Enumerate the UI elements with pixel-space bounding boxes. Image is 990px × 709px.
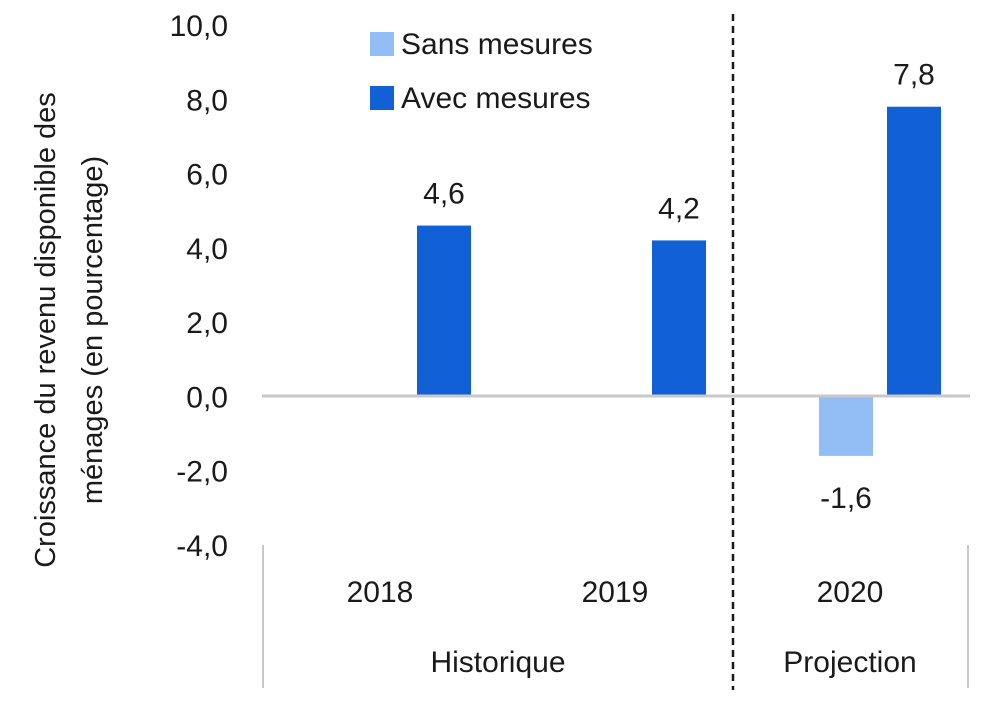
y-tick-label: 10,0 xyxy=(170,10,228,43)
legend-label-avec-mesures: Avec mesures xyxy=(401,82,591,115)
category-label-2018: 2018 xyxy=(347,576,414,609)
bar-avec-mesures-2020 xyxy=(887,106,941,397)
bars xyxy=(417,106,941,456)
data-labels: -1,6 4,6 4,2 7,8 xyxy=(423,59,935,515)
legend-label-sans-mesures: Sans mesures xyxy=(401,28,593,61)
y-axis-title-line1: Croissance du revenu disponible des xyxy=(30,92,62,568)
data-label: -1,6 xyxy=(820,482,872,515)
data-label: 7,8 xyxy=(893,59,935,92)
y-tick-label: -4,0 xyxy=(176,530,228,563)
y-tick-label: 8,0 xyxy=(186,84,228,117)
category-label-2020: 2020 xyxy=(817,576,884,609)
legend-swatch-sans-mesures xyxy=(370,32,394,56)
data-label: 4,2 xyxy=(658,192,700,225)
y-tick-label: 0,0 xyxy=(186,381,228,414)
y-tick-label: 2,0 xyxy=(186,307,228,340)
y-tick-label: 4,0 xyxy=(186,233,228,266)
y-tick-label: 6,0 xyxy=(186,159,228,192)
bar-avec-mesures-2018 xyxy=(417,225,471,397)
y-tick-labels: 10,0 8,0 6,0 4,0 2,0 0,0 -2,0 -4,0 xyxy=(170,10,228,563)
y-tick-label: -2,0 xyxy=(176,456,228,489)
data-label: 4,6 xyxy=(423,178,465,211)
bar-sans-mesures-2020 xyxy=(819,396,873,456)
category-label-2019: 2019 xyxy=(582,576,649,609)
legend-swatch-avec-mesures xyxy=(370,86,394,110)
bar-avec-mesures-2019 xyxy=(652,240,706,397)
group-label-historique: Historique xyxy=(430,646,565,679)
group-label-projection: Projection xyxy=(783,646,916,679)
y-axis-title-line2: ménages (en pourcentage) xyxy=(77,156,109,504)
legend: Sans mesures Avec mesures xyxy=(370,28,593,115)
